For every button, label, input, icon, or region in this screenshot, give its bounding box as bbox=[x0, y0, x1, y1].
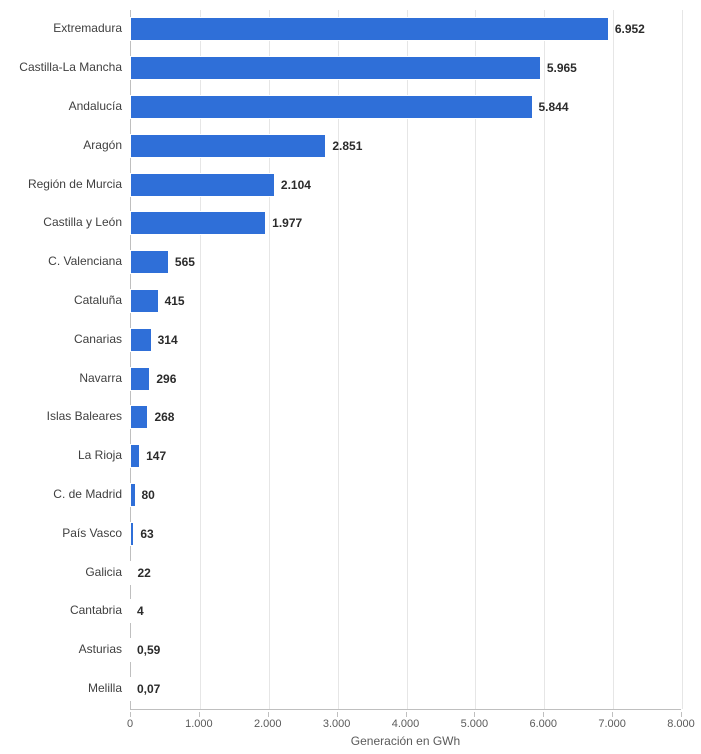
bar bbox=[130, 250, 169, 274]
category-label: Andalucía bbox=[0, 100, 124, 114]
x-tick bbox=[130, 712, 131, 717]
bar-row: Cantabria 4 bbox=[0, 592, 701, 631]
bar-row: Extremadura 6.952 bbox=[0, 10, 701, 49]
bar-row: Asturias 0,59 bbox=[0, 631, 701, 670]
x-tick bbox=[612, 712, 613, 717]
bar-row: Región de Murcia 2.104 bbox=[0, 165, 701, 204]
bar-row: Navarra 296 bbox=[0, 359, 701, 398]
bar bbox=[130, 599, 132, 623]
x-tick-label: 5.000 bbox=[461, 718, 489, 730]
category-label: Cantabria bbox=[0, 604, 124, 618]
value-label: 4 bbox=[137, 604, 144, 618]
x-tick bbox=[199, 712, 200, 717]
x-tick bbox=[337, 712, 338, 717]
bar bbox=[130, 444, 140, 468]
value-label: 5.844 bbox=[539, 100, 569, 114]
category-label: Cataluña bbox=[0, 294, 124, 308]
x-tick-label: 8.000 bbox=[667, 718, 695, 730]
x-tick bbox=[681, 712, 682, 717]
x-tick bbox=[406, 712, 407, 717]
x-tick-label: 7.000 bbox=[598, 718, 626, 730]
category-label: Región de Murcia bbox=[0, 178, 124, 192]
bar-row: Canarias 314 bbox=[0, 320, 701, 359]
bar-row: Aragón 2.851 bbox=[0, 126, 701, 165]
x-axis: 01.0002.0003.0004.0005.0006.0007.0008.00… bbox=[130, 710, 681, 730]
value-label: 2.851 bbox=[332, 139, 362, 153]
category-label: Navarra bbox=[0, 372, 124, 386]
bar-row: C. Valenciana 565 bbox=[0, 243, 701, 282]
x-tick-label: 6.000 bbox=[529, 718, 557, 730]
category-label: Islas Baleares bbox=[0, 410, 124, 424]
bar bbox=[130, 638, 132, 662]
x-tick-label: 2.000 bbox=[254, 718, 282, 730]
category-label: La Rioja bbox=[0, 449, 124, 463]
bar-row: C. de Madrid 80 bbox=[0, 476, 701, 515]
category-label: Asturias bbox=[0, 643, 124, 657]
category-label: C. de Madrid bbox=[0, 488, 124, 502]
value-label: 63 bbox=[140, 527, 153, 541]
bar bbox=[130, 211, 266, 235]
x-tick-label: 3.000 bbox=[323, 718, 351, 730]
bar-row: Islas Baleares 268 bbox=[0, 398, 701, 437]
value-label: 415 bbox=[165, 294, 185, 308]
category-label: Canarias bbox=[0, 333, 124, 347]
category-label: País Vasco bbox=[0, 527, 124, 541]
value-label: 80 bbox=[142, 488, 155, 502]
bar bbox=[130, 561, 132, 585]
bar bbox=[130, 173, 275, 197]
bar bbox=[130, 483, 136, 507]
value-label: 5.965 bbox=[547, 61, 577, 75]
category-label: Aragón bbox=[0, 139, 124, 153]
x-tick-label: 0 bbox=[127, 718, 133, 730]
bar bbox=[130, 289, 159, 313]
value-label: 22 bbox=[138, 566, 151, 580]
bar bbox=[130, 522, 134, 546]
bar-row: País Vasco 63 bbox=[0, 514, 701, 553]
category-label: Castilla y León bbox=[0, 216, 124, 230]
value-label: 147 bbox=[146, 449, 166, 463]
x-tick bbox=[268, 712, 269, 717]
bar-chart: Extremadura 6.952 Castilla-La Mancha 5.965 A… bbox=[0, 0, 701, 754]
value-label: 565 bbox=[175, 255, 195, 269]
bar bbox=[130, 17, 609, 41]
bar-row: Galicia 22 bbox=[0, 553, 701, 592]
category-label: Melilla bbox=[0, 682, 124, 696]
bar bbox=[130, 405, 148, 429]
x-axis-title: Generación en GWh bbox=[130, 734, 681, 748]
value-label: 1.977 bbox=[272, 216, 302, 230]
bar bbox=[130, 95, 533, 119]
bar-row: Melilla 0,07 bbox=[0, 670, 701, 709]
category-label: C. Valenciana bbox=[0, 255, 124, 269]
bar bbox=[130, 677, 132, 701]
bar-row: La Rioja 147 bbox=[0, 437, 701, 476]
value-label: 314 bbox=[158, 333, 178, 347]
category-label: Galicia bbox=[0, 566, 124, 580]
value-label: 0,07 bbox=[137, 682, 160, 696]
bar-row: Castilla y León 1.977 bbox=[0, 204, 701, 243]
bar-row: Cataluña 415 bbox=[0, 282, 701, 321]
value-label: 296 bbox=[156, 372, 176, 386]
bar-row: Castilla-La Mancha 5.965 bbox=[0, 49, 701, 88]
x-tick bbox=[543, 712, 544, 717]
bar bbox=[130, 56, 541, 80]
x-tick-label: 4.000 bbox=[392, 718, 420, 730]
category-label: Castilla-La Mancha bbox=[0, 61, 124, 75]
bar bbox=[130, 328, 152, 352]
bar-row: Andalucía 5.844 bbox=[0, 88, 701, 127]
value-label: 268 bbox=[154, 410, 174, 424]
x-tick bbox=[474, 712, 475, 717]
x-tick-label: 1.000 bbox=[185, 718, 213, 730]
bar bbox=[130, 367, 150, 391]
category-label: Extremadura bbox=[0, 22, 124, 36]
value-label: 6.952 bbox=[615, 22, 645, 36]
bar bbox=[130, 134, 326, 158]
value-label: 2.104 bbox=[281, 178, 311, 192]
value-label: 0,59 bbox=[137, 643, 160, 657]
